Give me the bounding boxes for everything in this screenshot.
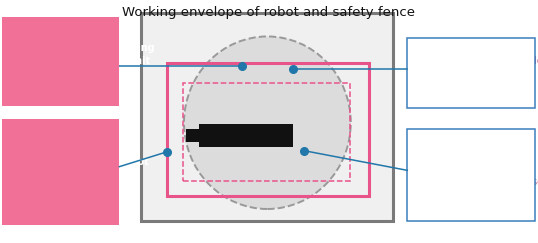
Text: Maximum working envelope
of robot: Maximum working envelope of robot	[417, 56, 538, 80]
FancyBboxPatch shape	[199, 124, 293, 147]
FancyBboxPatch shape	[141, 13, 393, 221]
FancyBboxPatch shape	[2, 17, 119, 106]
FancyBboxPatch shape	[407, 38, 535, 108]
Text: Conventional safety
guard fence when robot
monitoring unit is not used: Conventional safety guard fence when rob…	[417, 149, 538, 187]
Text: Working envelope of robot and safety fence: Working envelope of robot and safety fen…	[123, 6, 415, 19]
Text: Working envelope of
robot with limits set using
the robot monitoring unit: Working envelope of robot with limits se…	[9, 29, 154, 66]
Ellipse shape	[184, 36, 351, 209]
Text: Safety guard fence
when working envelope
limits set using the robot
monitoring u: Safety guard fence when working envelope…	[9, 130, 148, 181]
FancyBboxPatch shape	[186, 129, 202, 142]
FancyBboxPatch shape	[407, 129, 535, 221]
FancyBboxPatch shape	[2, 119, 119, 225]
